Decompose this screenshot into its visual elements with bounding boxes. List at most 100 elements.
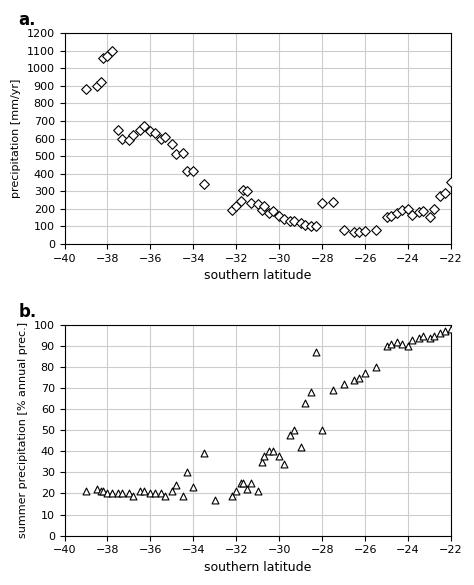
Point bbox=[233, 201, 240, 211]
Point bbox=[168, 139, 176, 149]
Point bbox=[140, 122, 148, 131]
Point bbox=[430, 331, 438, 340]
Point bbox=[136, 487, 144, 496]
Point bbox=[260, 451, 268, 460]
Point bbox=[393, 208, 401, 218]
Point bbox=[228, 205, 236, 214]
Point bbox=[447, 178, 455, 187]
Point bbox=[329, 197, 337, 207]
Point bbox=[114, 489, 122, 498]
Point bbox=[269, 207, 277, 216]
Point bbox=[146, 127, 154, 136]
X-axis label: southern latitude: southern latitude bbox=[204, 561, 311, 574]
Point bbox=[179, 491, 186, 500]
Point bbox=[415, 208, 423, 217]
Point bbox=[254, 487, 262, 496]
Point bbox=[151, 129, 158, 138]
Point bbox=[118, 134, 126, 143]
Point bbox=[286, 216, 294, 226]
Point bbox=[419, 207, 427, 216]
Point bbox=[280, 215, 287, 224]
Point bbox=[301, 398, 309, 408]
Point bbox=[415, 333, 423, 342]
Point bbox=[183, 166, 191, 176]
Point bbox=[387, 339, 395, 349]
Point bbox=[179, 148, 186, 157]
Point bbox=[383, 213, 391, 222]
Point bbox=[383, 342, 391, 351]
Point bbox=[183, 468, 191, 477]
Point bbox=[312, 347, 319, 357]
Point bbox=[258, 457, 266, 467]
Point bbox=[129, 130, 137, 140]
Point bbox=[340, 379, 347, 388]
Point bbox=[228, 491, 236, 500]
Point bbox=[447, 325, 455, 334]
Point bbox=[254, 199, 262, 209]
Point bbox=[430, 204, 438, 214]
Point bbox=[441, 188, 448, 198]
Point bbox=[118, 489, 126, 498]
Point bbox=[372, 225, 380, 235]
Point bbox=[146, 489, 154, 498]
Point bbox=[190, 166, 197, 176]
Point bbox=[104, 51, 111, 61]
Point bbox=[239, 185, 246, 195]
Point bbox=[201, 449, 208, 458]
Point bbox=[291, 426, 298, 435]
Point bbox=[291, 216, 298, 226]
Point bbox=[437, 329, 444, 338]
Point bbox=[173, 480, 180, 490]
Point bbox=[108, 489, 116, 498]
Point bbox=[201, 180, 208, 189]
Point bbox=[157, 134, 165, 143]
Point bbox=[269, 447, 277, 456]
Text: b.: b. bbox=[18, 303, 36, 321]
Point bbox=[140, 487, 148, 496]
Point bbox=[211, 495, 219, 504]
Point bbox=[409, 335, 416, 345]
Point bbox=[301, 221, 309, 230]
Point bbox=[82, 487, 90, 496]
Point bbox=[114, 125, 122, 135]
Point bbox=[308, 388, 315, 397]
Point bbox=[351, 227, 358, 236]
Point bbox=[387, 211, 395, 221]
Point bbox=[258, 205, 266, 214]
Point bbox=[398, 206, 405, 215]
Point bbox=[151, 489, 158, 498]
Point bbox=[329, 386, 337, 395]
Point bbox=[93, 81, 100, 91]
Point bbox=[168, 487, 176, 496]
Point bbox=[361, 369, 369, 378]
Point bbox=[419, 331, 427, 340]
Point bbox=[125, 136, 133, 145]
Point bbox=[437, 192, 444, 201]
Point bbox=[297, 218, 304, 228]
Point bbox=[237, 196, 245, 205]
Point bbox=[104, 489, 111, 498]
Point bbox=[275, 211, 283, 221]
Point bbox=[190, 483, 197, 492]
Point bbox=[162, 491, 169, 500]
Point bbox=[312, 222, 319, 231]
Point bbox=[398, 339, 405, 349]
Point bbox=[372, 363, 380, 372]
Point bbox=[319, 426, 326, 435]
Point bbox=[237, 479, 245, 488]
Text: a.: a. bbox=[18, 11, 36, 29]
Point bbox=[361, 226, 369, 235]
Point bbox=[136, 125, 144, 135]
Point bbox=[260, 201, 268, 211]
Point bbox=[426, 213, 433, 222]
Point bbox=[286, 430, 294, 439]
Point bbox=[426, 333, 433, 342]
Point bbox=[441, 326, 448, 336]
Point bbox=[108, 46, 116, 56]
Point bbox=[404, 204, 412, 214]
Point bbox=[243, 187, 251, 196]
Point bbox=[157, 489, 165, 498]
Point bbox=[93, 484, 100, 494]
Point bbox=[409, 210, 416, 219]
Point bbox=[404, 342, 412, 351]
